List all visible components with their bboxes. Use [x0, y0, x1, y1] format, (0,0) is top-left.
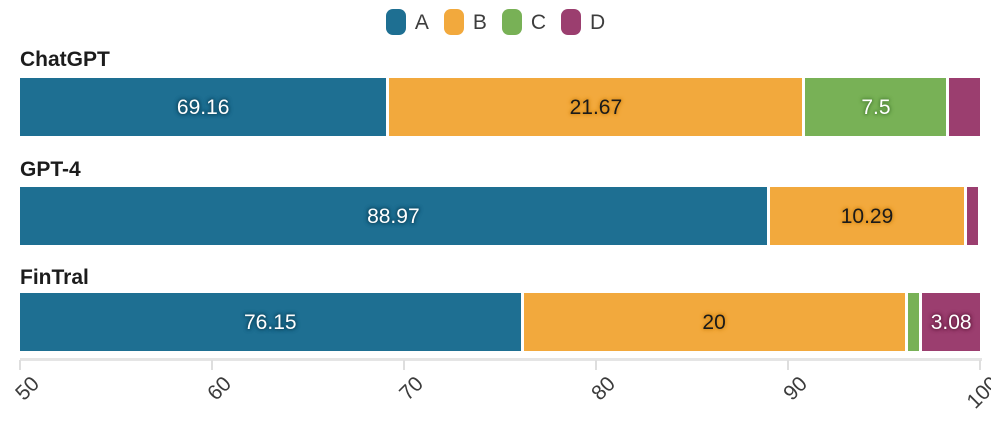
x-axis-tick — [403, 360, 405, 370]
bar-row: 69.16 21.67 7.5 — [20, 78, 980, 136]
x-axis-tick-label: 50 — [10, 372, 44, 406]
segment-value-label: 3.08 — [930, 310, 972, 334]
segment-value-label: 88.97 — [367, 204, 420, 228]
x-axis-tick — [979, 360, 981, 370]
legend: A B C D — [0, 9, 991, 35]
segment-value-label: 10.29 — [840, 204, 894, 228]
bar-segment-a: 69.16 — [20, 78, 387, 136]
legend-label: D — [590, 10, 606, 34]
bar-segment-a: 88.97 — [20, 187, 767, 245]
x-axis-tick-label: 80 — [586, 372, 620, 406]
segment-value-label: 7.5 — [861, 95, 891, 119]
bar-segment-d — [967, 187, 979, 245]
x-axis-tick-label: 100 — [962, 372, 991, 414]
x-axis-tick — [19, 360, 21, 370]
bar-segment-d: 3.08 — [922, 293, 980, 351]
bar-segment-b: 20 — [523, 293, 905, 351]
legend-swatch-b-icon — [443, 9, 464, 35]
category-label: GPT-4 — [20, 158, 81, 181]
category-label: FinTral — [20, 266, 89, 289]
legend-item-b: B — [443, 9, 487, 35]
bar-segment-a: 76.15 — [20, 293, 521, 351]
x-axis-tick-label: 90 — [778, 372, 812, 406]
legend-label: A — [414, 10, 429, 34]
legend-item-a: A — [385, 9, 429, 35]
legend-label: B — [472, 10, 487, 34]
bar-segment-b: 21.67 — [389, 78, 803, 136]
segment-value-label: 76.15 — [244, 310, 297, 334]
x-axis-tick-label: 60 — [202, 372, 236, 406]
legend-swatch-a-icon — [385, 9, 406, 35]
bar-segment-d — [949, 78, 980, 136]
legend-label: C — [530, 10, 547, 34]
segment-value-label: 21.67 — [569, 95, 623, 119]
legend-item-c: C — [501, 9, 547, 35]
category-label: ChatGPT — [20, 48, 110, 71]
bar-segment-c — [907, 293, 920, 351]
legend-item-d: D — [561, 9, 605, 35]
x-axis-tick — [787, 360, 789, 370]
segment-value-label: 20 — [702, 310, 726, 334]
x-axis-tick-label: 70 — [394, 372, 428, 406]
bar-segment-b: 10.29 — [769, 187, 965, 245]
segment-value-label: 69.16 — [176, 95, 230, 119]
x-axis-tick — [595, 360, 597, 370]
legend-swatch-c-icon — [501, 9, 522, 35]
bar-row: 76.15 20 3.08 — [20, 293, 980, 351]
x-axis-line — [20, 358, 982, 361]
x-axis-tick — [211, 360, 213, 370]
bar-row: 88.97 10.29 — [20, 187, 980, 245]
bar-segment-c: 7.5 — [805, 78, 947, 136]
legend-swatch-d-icon — [561, 9, 582, 35]
